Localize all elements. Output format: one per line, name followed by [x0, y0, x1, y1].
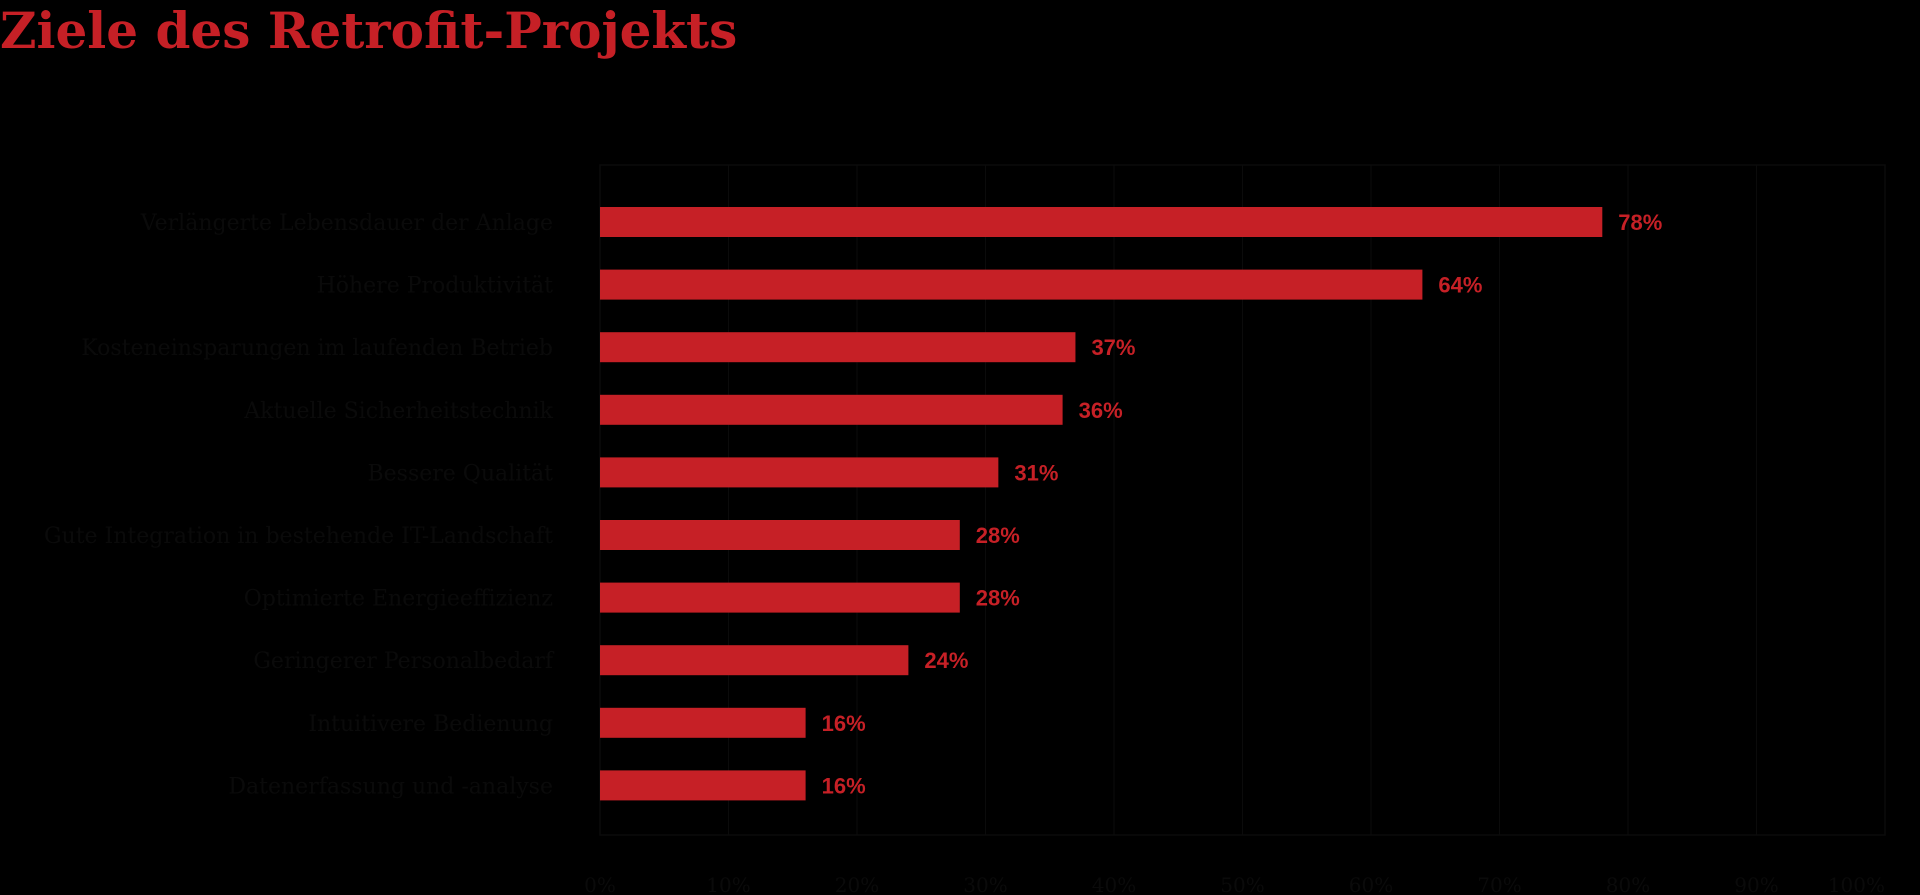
category-label-5: Gute Integration in bestehende IT-Landsc… [44, 524, 553, 549]
value-label-8: 16% [822, 711, 866, 736]
category-label-1: Höhere Produktivität [317, 274, 554, 299]
value-label-1: 64% [1438, 273, 1482, 298]
x-tick-label-3: 30% [963, 873, 1007, 895]
value-label-7: 24% [924, 648, 968, 673]
x-tick-label-10: 100% [1828, 873, 1885, 895]
value-label-6: 28% [976, 586, 1020, 611]
x-tick-label-6: 60% [1349, 873, 1393, 895]
category-label-6: Optimierte Energieeffizienz [244, 587, 553, 612]
category-label-9: Datenerfassung und -analyse [228, 774, 553, 799]
value-label-2: 37% [1091, 335, 1135, 360]
bar-2 [600, 332, 1076, 363]
category-label-7: Geringerer Personalbedarf [253, 649, 554, 674]
x-tick-label-1: 10% [706, 873, 750, 895]
x-tick-label-8: 80% [1606, 873, 1650, 895]
bar-1 [600, 269, 1423, 300]
category-label-0: Verlängerte Lebensdauer der Anlage [140, 211, 553, 236]
category-label-4: Bessere Qualität [367, 461, 553, 486]
bar-3 [600, 394, 1063, 425]
x-tick-label-2: 20% [835, 873, 879, 895]
bar-4 [600, 457, 999, 488]
value-label-9: 16% [822, 773, 866, 798]
category-label-3: Aktuelle Sicherheitstechnik [243, 399, 553, 424]
bar-6 [600, 582, 960, 613]
x-tick-label-5: 50% [1220, 873, 1264, 895]
value-label-0: 78% [1618, 210, 1662, 235]
category-label-2: Kosteneinsparungen im laufenden Betrieb [81, 336, 553, 361]
x-tick-label-7: 70% [1477, 873, 1521, 895]
value-label-4: 31% [1014, 460, 1058, 485]
value-label-3: 36% [1079, 398, 1123, 423]
bar-9 [600, 770, 806, 801]
x-tick-label-9: 90% [1734, 873, 1778, 895]
x-tick-label-4: 40% [1092, 873, 1136, 895]
bar-8 [600, 707, 806, 738]
chart-title: Ziele des Retrofit-Projekts [0, 1, 738, 60]
bar-7 [600, 645, 909, 676]
value-label-5: 28% [976, 523, 1020, 548]
category-label-8: Intuitivere Bedienung [308, 712, 553, 737]
bar-0 [600, 207, 1603, 237]
x-tick-label-0: 0% [584, 873, 616, 895]
bar-5 [600, 520, 960, 550]
